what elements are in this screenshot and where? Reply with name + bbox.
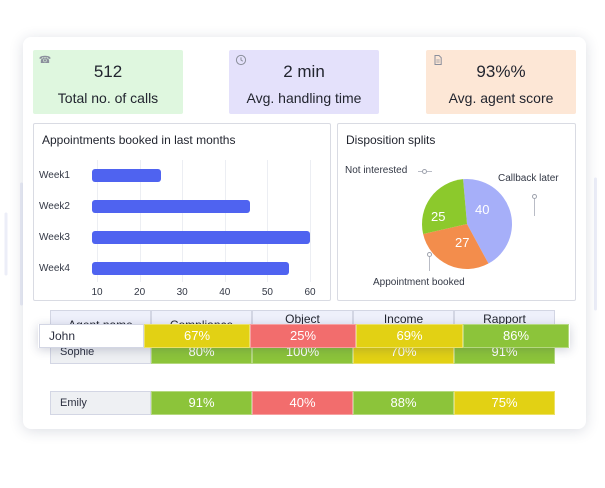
highlighted-row[interactable]: John 67% 25% 69% 86%	[38, 324, 570, 348]
category-label: Week2	[39, 201, 70, 212]
chart-title: Appointments booked in last months	[42, 133, 236, 147]
x-tick-label: 60	[304, 287, 316, 298]
grid-line	[310, 160, 311, 282]
bar-week2	[92, 200, 251, 213]
x-tick-label: 10	[91, 287, 103, 298]
appointments-chart: Appointments booked in last months 10 20 3…	[33, 123, 331, 301]
bar-week3	[92, 231, 310, 244]
score-cell: 88%	[353, 391, 454, 415]
pie-value-not-interested: 25	[431, 209, 446, 224]
grid-line	[139, 160, 141, 282]
score-cell: 91%	[151, 391, 252, 415]
agent-name-cell: Emily	[50, 391, 151, 415]
kpi-agent-score: 93%% Avg. agent score	[426, 50, 576, 114]
bar-week1	[92, 169, 161, 182]
category-label: Week4	[39, 263, 70, 274]
kpi-handling-time: 2 min Avg. handling time	[229, 50, 379, 114]
kpi-value: 2 min	[283, 62, 325, 81]
kpi-label: Avg. handling time	[246, 90, 362, 106]
leader-line	[429, 253, 430, 271]
pie-chart	[422, 179, 512, 269]
pie-value-callback: 40	[475, 202, 490, 217]
category-label: Week3	[39, 232, 70, 243]
grid-line	[97, 160, 98, 282]
clock-icon	[234, 54, 248, 68]
pie-label-appointment-booked: Appointment booked	[373, 277, 465, 288]
kpi-value: 93%%	[476, 62, 526, 81]
bar-week4	[92, 262, 289, 275]
pie-label-callback-later: Callback later	[498, 173, 559, 184]
grid-line	[224, 160, 226, 282]
pie-slice-appointment-booked	[423, 224, 489, 269]
pie-value-appointment: 27	[455, 235, 470, 250]
x-tick-label: 50	[261, 287, 273, 298]
score-cell: 69%	[356, 324, 463, 348]
kpi-label: Total no. of calls	[57, 90, 159, 106]
chart-title: Disposition splits	[346, 133, 436, 147]
document-icon	[431, 54, 445, 68]
agent-name-cell: John	[39, 324, 144, 348]
score-cell: 40%	[252, 391, 353, 415]
kpi-value: 512	[93, 62, 123, 81]
category-label: Week1	[39, 170, 70, 181]
pie-slice-callback-later	[463, 179, 512, 264]
dashboard-card: ☎ 512 Total no. of calls 2 min Avg. hand…	[23, 37, 586, 429]
x-tick-label: 40	[219, 287, 231, 298]
x-tick-label: 30	[176, 287, 188, 298]
kpi-total-calls: ☎ 512 Total no. of calls	[33, 50, 183, 114]
score-cell: 86%	[463, 324, 569, 348]
grid-line	[182, 160, 184, 282]
leader-dot	[422, 169, 427, 174]
score-cell: 75%	[454, 391, 555, 415]
leader-dot	[532, 194, 537, 199]
score-cell: 67%	[144, 324, 250, 348]
pie-slice-not-interested	[422, 179, 467, 234]
leader-line	[534, 196, 535, 216]
x-tick-label: 20	[134, 287, 146, 298]
kpi-label: Avg. agent score	[448, 90, 554, 106]
phone-icon: ☎	[38, 55, 52, 66]
pie-label-not-interested: Not interested	[345, 165, 408, 176]
grid-line	[267, 160, 269, 282]
leader-dot	[427, 252, 432, 257]
score-cell: 25%	[250, 324, 356, 348]
disposition-chart: Disposition splits Not interested Callba…	[337, 123, 576, 301]
